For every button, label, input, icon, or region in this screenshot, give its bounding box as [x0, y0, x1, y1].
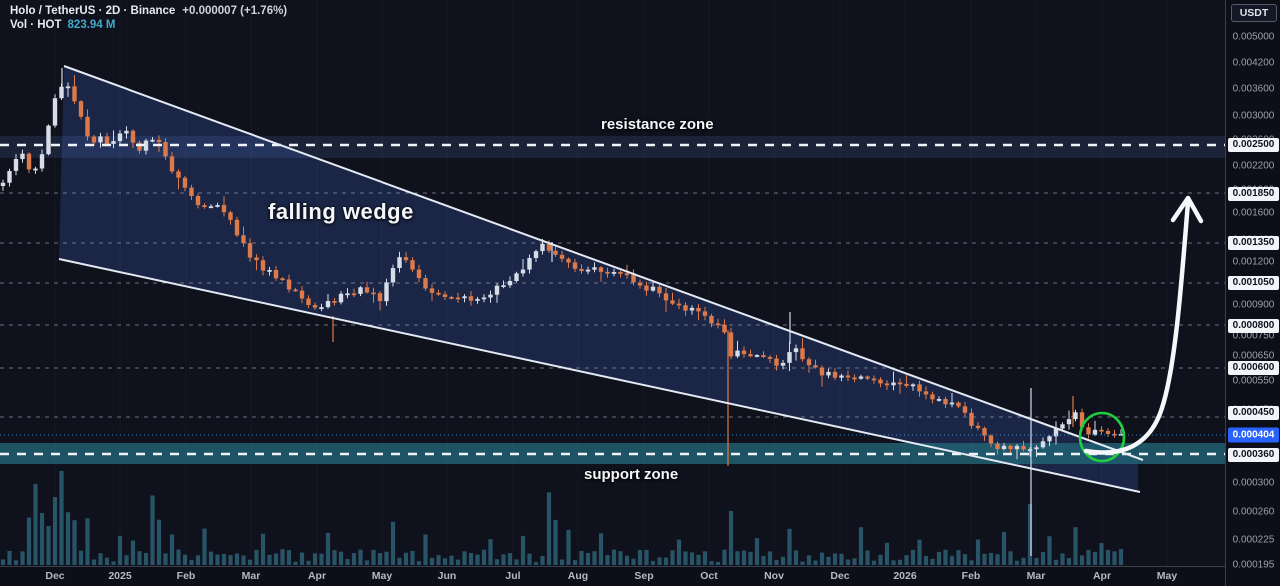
- time-tick: Oct: [700, 570, 718, 582]
- time-tick: May: [1156, 570, 1178, 582]
- price-tick: 0.000195: [1232, 559, 1275, 571]
- price-tick: 0.000260: [1232, 506, 1275, 518]
- price-tick: 0.003600: [1232, 83, 1275, 95]
- chart-canvas[interactable]: Holo / TetherUS · 2D · Binance +0.000007 …: [0, 0, 1225, 566]
- price-level-chip: 0.002500: [1228, 138, 1279, 152]
- time-tick: 2026: [893, 570, 917, 582]
- time-tick: Mar: [1026, 570, 1046, 582]
- breakout-highlight-circle[interactable]: [1078, 411, 1126, 463]
- price-level-chip: 0.000600: [1228, 361, 1279, 375]
- price-tick: 0.003000: [1232, 110, 1275, 122]
- volume-label: Vol · HOT: [10, 19, 62, 31]
- current-price-chip: 0.000404: [1228, 427, 1279, 443]
- legend-volume-row: Vol · HOT 823.94 M: [10, 18, 287, 32]
- time-tick: Mar: [241, 570, 261, 582]
- symbol-title: Holo / TetherUS · 2D · Binance: [10, 5, 176, 17]
- time-tick: Feb: [176, 570, 196, 582]
- currency-toggle-button[interactable]: USDT: [1231, 4, 1277, 22]
- price-level-chip: 0.001850: [1228, 187, 1279, 201]
- time-tick: 2025: [108, 570, 132, 582]
- wedge-upper-trendline[interactable]: [63, 65, 1144, 461]
- price-level-chip: 0.000360: [1228, 448, 1279, 462]
- price-change: +0.000007 (+1.76%): [182, 5, 288, 17]
- support-zone-label[interactable]: support zone: [584, 466, 679, 483]
- price-chart-svg[interactable]: [0, 0, 1225, 566]
- time-tick: Apr: [1092, 570, 1112, 582]
- price-level-chip: 0.001350: [1228, 236, 1279, 250]
- time-tick: Apr: [307, 570, 327, 582]
- price-tick: 0.001600: [1232, 207, 1275, 219]
- price-level-chip: 0.000800: [1228, 319, 1279, 333]
- price-tick: 0.000225: [1232, 534, 1275, 546]
- price-tick: 0.005000: [1232, 31, 1275, 43]
- price-tick: 0.000900: [1232, 299, 1275, 311]
- volume-value: 823.94 M: [67, 19, 116, 31]
- time-tick: Jun: [437, 570, 457, 582]
- time-tick: Nov: [764, 570, 784, 582]
- legend-symbol-row: Holo / TetherUS · 2D · Binance +0.000007 …: [10, 4, 287, 18]
- time-tick: May: [371, 570, 393, 582]
- time-tick: Dec: [830, 570, 850, 582]
- price-tick: 0.004200: [1232, 57, 1275, 69]
- price-tick: 0.000300: [1232, 477, 1275, 489]
- symbol-legend[interactable]: Holo / TetherUS · 2D · Binance +0.000007 …: [10, 4, 287, 32]
- time-tick: Sep: [634, 570, 654, 582]
- price-tick: 0.000750: [1232, 330, 1275, 342]
- resistance-zone-band[interactable]: [0, 136, 1225, 158]
- projection-arrow[interactable]: [1083, 195, 1204, 455]
- wedge-lower-trendline[interactable]: [58, 258, 1141, 493]
- price-tick: 0.000550: [1232, 375, 1275, 387]
- time-tick: Aug: [567, 570, 589, 582]
- price-tick: 0.001200: [1232, 256, 1275, 268]
- time-tick: Dec: [45, 570, 65, 582]
- resistance-zone-label[interactable]: resistance zone: [601, 116, 714, 133]
- falling-wedge-label[interactable]: falling wedge: [268, 199, 414, 224]
- time-tick: Jul: [505, 570, 521, 582]
- time-axis[interactable]: Dec 2025 Feb Mar Apr May Jun Jul Aug Sep Oct Nov Dec…: [0, 566, 1225, 586]
- wedge-fill[interactable]: [59, 66, 1138, 492]
- price-level-chip: 0.000450: [1228, 406, 1279, 420]
- horizontal-level-lines[interactable]: [0, 192, 1225, 418]
- volume-series: [0, 470, 1124, 565]
- price-tick: 0.002200: [1232, 160, 1275, 172]
- candlestick-series: [0, 75, 1124, 460]
- time-tick: Feb: [961, 570, 981, 582]
- price-tick: 0.000650: [1232, 350, 1275, 362]
- price-level-chip: 0.001050: [1228, 276, 1279, 290]
- price-axis[interactable]: USDT 0.000404 0.005000 0.004200 0.003600 0.…: [1225, 0, 1280, 586]
